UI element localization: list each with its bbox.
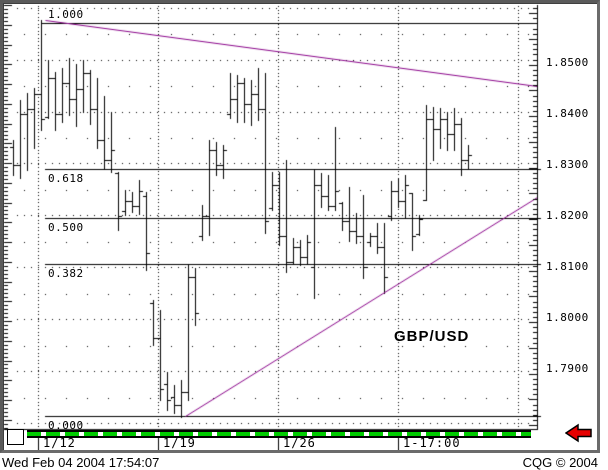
price-axis-label: 1.7900 bbox=[546, 362, 589, 375]
date-axis-label: 1/26 bbox=[283, 436, 316, 450]
symbol-label: GBP/USD bbox=[394, 328, 470, 345]
price-axis-label: 1.8300 bbox=[546, 158, 589, 171]
scrollbar-home-box[interactable] bbox=[7, 429, 24, 445]
date-axis-label: 1/19 bbox=[163, 436, 196, 450]
fib-level-label: 1.000 bbox=[48, 8, 84, 21]
fib-level-label: 0.000 bbox=[48, 419, 84, 432]
fib-level-label: 0.382 bbox=[48, 267, 84, 280]
price-axis-label: 1.8100 bbox=[546, 260, 589, 273]
price-axis-label: 1.8200 bbox=[546, 209, 589, 222]
date-axis-label: 1-17:00 bbox=[403, 436, 461, 450]
status-datetime: Wed Feb 04 2004 17:54:07 bbox=[2, 455, 160, 470]
price-axis-label: 1.8000 bbox=[546, 311, 589, 324]
status-copyright: CQG © 2004 bbox=[522, 455, 598, 470]
fib-level-label: 0.500 bbox=[48, 221, 84, 234]
date-axis-label: 1/12 bbox=[43, 436, 76, 450]
price-axis-label: 1.8500 bbox=[546, 56, 589, 69]
chart-window: 1.000 0.618 0.500 0.382 0.000 1.8500 1.8400 1.8… bbox=[0, 0, 600, 453]
plot-area[interactable] bbox=[3, 3, 597, 450]
time-scrollbar[interactable] bbox=[27, 430, 531, 438]
status-bar: Wed Feb 04 2004 17:54:07 CQG © 2004 bbox=[0, 454, 608, 470]
end-of-data-arrow-icon[interactable] bbox=[564, 423, 593, 448]
fib-level-label: 0.618 bbox=[48, 172, 84, 185]
price-axis-label: 1.8400 bbox=[546, 107, 589, 120]
